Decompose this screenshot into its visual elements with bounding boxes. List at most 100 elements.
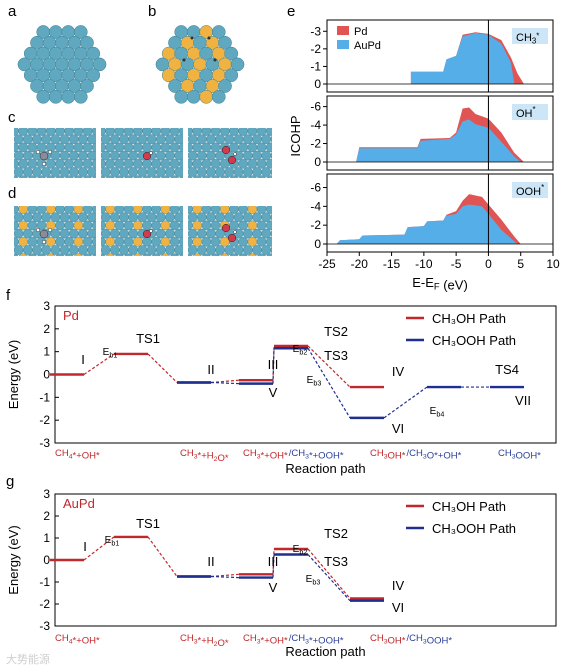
panel-c-atom [101, 142, 106, 153]
energy-state-label: III [268, 357, 279, 372]
panel-d-adsorbate [227, 233, 237, 243]
panel-c-atom [101, 159, 106, 169]
panel-c-atom [128, 134, 138, 144]
panel-c-atom [242, 134, 253, 144]
energy-state-label: TS2 [324, 526, 348, 541]
panel-d-atom [82, 206, 93, 214]
energy-species-label: CH4*+OH* [55, 448, 100, 462]
panel-d-atom [32, 245, 42, 255]
panel-d-atom [206, 245, 216, 255]
panel-d-atom [46, 206, 56, 214]
panel-b-marker [213, 58, 217, 62]
panel-d-atom [257, 253, 266, 256]
panel-c-atom [119, 167, 129, 177]
panel-d-atom [206, 212, 216, 222]
panel-d-atom [210, 206, 221, 214]
energy-species-label-pair-part: *+OOH* [309, 451, 344, 462]
energy-species-label-part: *+OH* [261, 451, 288, 462]
energy-species-label: CH3OH* [370, 448, 406, 462]
energy-ytick-label: 0 [43, 368, 50, 382]
panel-d-atom [170, 253, 179, 256]
panel-c-atom [87, 167, 96, 177]
panel-c-atom [32, 134, 42, 144]
panel-c-atom [50, 134, 61, 144]
energy-state-label-part: E [293, 344, 300, 355]
energy-species-label: CH3*+OH* [243, 633, 288, 647]
panel-b-atom [211, 25, 226, 39]
energy-state-label: V [269, 580, 278, 595]
energy-ytick-label: 1 [43, 345, 50, 359]
energy-system-label: AuPd [63, 496, 95, 511]
panel-c-atom [114, 128, 125, 136]
panel-d-atom [18, 236, 29, 247]
structure-panels [14, 25, 284, 256]
energy-ytick-label: 1 [43, 531, 50, 545]
panel-d-atom [188, 253, 193, 256]
panel-c-atom [252, 167, 262, 177]
panel-d-atom [87, 228, 96, 239]
panel-c-atom [206, 134, 216, 144]
panel-c-atom [210, 158, 221, 169]
energy-species-label: CH3*+OH* [243, 448, 288, 462]
panel-c-atom [14, 167, 24, 177]
panel-c-atom [37, 175, 46, 178]
panel-d-atom [233, 245, 244, 255]
energy-species-label-part: *+H [198, 451, 214, 462]
panel-c-atom [105, 128, 115, 136]
panel-d-atom [275, 204, 284, 213]
icohp-xtick-label: -20 [351, 257, 369, 271]
energy-state-label-part: VI [392, 421, 404, 436]
panel-c-atom [229, 128, 239, 136]
energy-connector-red [210, 379, 240, 384]
panel-d-atom [114, 220, 125, 231]
panel-label-c: c [8, 109, 16, 126]
panel-d-atom [50, 228, 61, 239]
energy-state-label-part: b1 [111, 539, 119, 548]
energy-species-label-part: CH [55, 633, 69, 644]
energy-state-label: TS3 [324, 348, 348, 363]
panel-b-atom [224, 68, 239, 83]
panel-c-atom [247, 128, 258, 136]
panel-c-atom [215, 167, 225, 177]
panel-d-atom [119, 245, 129, 255]
energy-connector-blue [210, 575, 240, 579]
panel-d-atom [224, 212, 235, 222]
energy-state-label-part: E [293, 544, 300, 555]
energy-species-label-part: 3 [512, 454, 516, 461]
panel-c-atom [188, 167, 198, 177]
panel-a-atom [92, 57, 107, 72]
panel-d-atom [137, 245, 148, 255]
energy-state-label: II [207, 554, 214, 569]
energy-state-label: IV [392, 578, 405, 593]
panel-b-marker [207, 36, 211, 40]
panel-d-atom [201, 236, 212, 247]
panel-c-atom [146, 167, 157, 177]
panel-d-atom [14, 220, 19, 231]
panel-d-atom [128, 228, 138, 239]
panel-a-atom [48, 89, 63, 104]
panel-b-atom [174, 89, 189, 104]
panel-c-atom [110, 167, 120, 177]
icohp-ytick-label: -4 [310, 199, 321, 213]
energy-state-label: TS1 [136, 516, 160, 531]
panel-d-atom [210, 236, 221, 247]
panel-c-atom [188, 142, 193, 153]
panel-d-adsorbate [35, 227, 41, 233]
energy-species-label-pair: /CH3O*+OH* [407, 448, 462, 462]
energy-state-label: TS3 [324, 554, 348, 569]
panel-d-atom [220, 253, 230, 256]
panel-c-atom [179, 142, 183, 153]
energy-connector-blue [210, 381, 240, 385]
panel-d-atom [179, 237, 183, 247]
panel-c-atom [41, 167, 52, 177]
panel-c-atom [137, 167, 148, 177]
panel-c-atom [275, 126, 284, 135]
panel-d-atom [252, 245, 262, 255]
energy-state-label-part: IV [392, 364, 405, 379]
panel-label-b: b [148, 3, 156, 20]
energy-state-label: Eb3 [306, 574, 321, 587]
panel-c-atom [188, 159, 193, 169]
panel-d-atom [105, 236, 115, 247]
panel-c-atom [27, 142, 38, 153]
panel-c-atom [233, 167, 244, 177]
